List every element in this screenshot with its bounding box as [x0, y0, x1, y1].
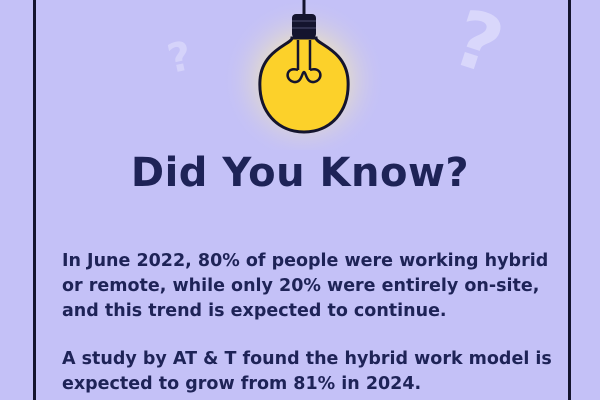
page-title: Did You Know? [130, 150, 470, 196]
lightbulb-icon [222, 0, 386, 150]
frame-border-left [33, 0, 36, 400]
fact-paragraph: In June 2022, 80% of people were working… [62, 250, 549, 321]
fact-paragraph: A study by AT & T found the hybrid work … [62, 348, 552, 394]
frame-border-right [568, 0, 571, 400]
